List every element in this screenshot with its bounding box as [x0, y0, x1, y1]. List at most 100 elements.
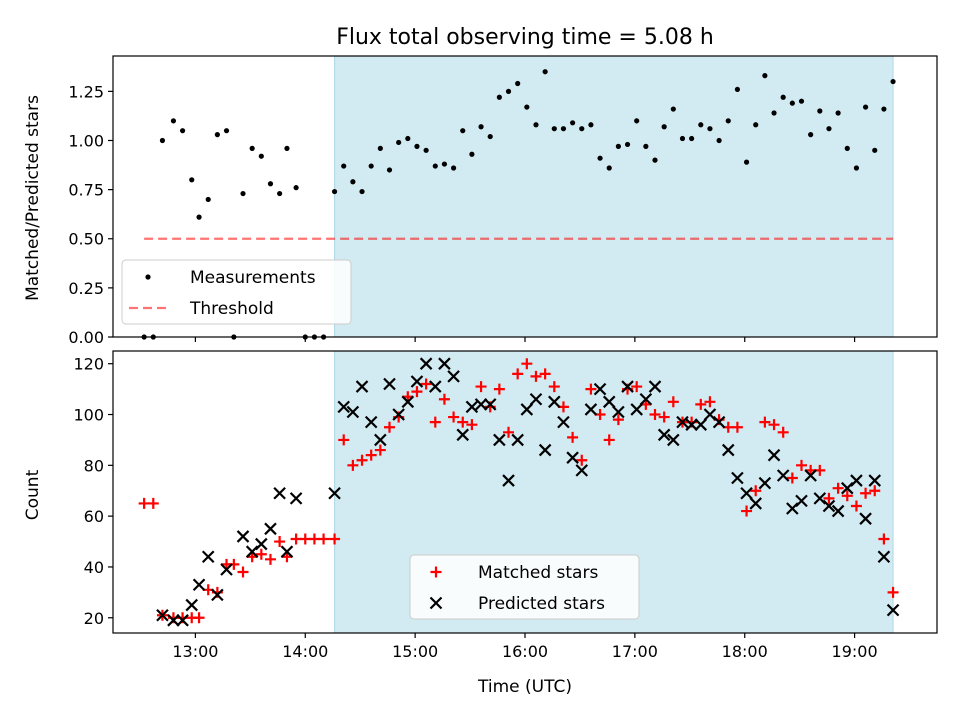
measurement-point	[560, 126, 567, 132]
matched-star-point	[329, 533, 341, 545]
matched-star-point	[741, 505, 753, 517]
measurement-point	[179, 128, 186, 134]
predicted-star-point	[859, 512, 872, 525]
predicted-star-point	[685, 418, 698, 431]
bottom-panel: 20 40 60 80 100 120 13:00 14:00 15:00 16:00 17:00 1…	[73, 350, 938, 661]
measurement-point	[469, 151, 475, 157]
x-tick-label: 18:00	[722, 642, 768, 661]
matched-star-point	[750, 485, 762, 497]
measurement-point	[890, 78, 896, 85]
predicted-star-point	[758, 476, 772, 490]
measurement-point	[170, 118, 177, 124]
measurement-point	[734, 86, 741, 93]
matched-star-point	[878, 533, 890, 545]
measurement-point	[284, 145, 290, 151]
predicted-star-point	[220, 563, 233, 576]
predicted-star-point	[667, 433, 680, 447]
predicted-star-point	[538, 443, 552, 457]
bottom-y-axis-label: Count	[23, 469, 43, 520]
predicted-star-point	[529, 392, 543, 406]
matched-star-point	[850, 500, 862, 512]
measurement-point	[249, 145, 255, 151]
predicted-star-point	[548, 395, 561, 409]
measurement-point	[533, 122, 539, 128]
x-tick-label: 16:00	[502, 642, 548, 661]
matched-star-point	[475, 381, 487, 393]
measurement-point	[698, 122, 704, 128]
predicted-star-point	[877, 550, 891, 564]
matched-star-point	[193, 612, 205, 624]
predicted-star-point	[795, 494, 808, 508]
matched-star-point	[374, 444, 386, 456]
matched-star-point	[731, 421, 743, 433]
predicted-star-point	[886, 603, 900, 617]
matched-star-point	[264, 553, 276, 565]
predicted-star-point	[721, 443, 735, 457]
matched-star-point	[356, 454, 368, 466]
matched-star-point	[466, 419, 478, 431]
matched-star-point	[548, 381, 560, 393]
predicted-star-point	[850, 474, 863, 487]
measurement-point	[496, 94, 502, 100]
predicted-star-point	[804, 469, 817, 482]
measurement-point	[350, 179, 356, 185]
measurement-point	[524, 104, 530, 110]
predicted-star-point	[192, 578, 206, 592]
measurement-point	[293, 185, 299, 191]
top-y-tick-label: 0.00	[68, 328, 104, 347]
measurement-point	[835, 110, 841, 116]
measurement-point	[267, 181, 274, 187]
matched-star-point	[503, 426, 515, 438]
x-axis-label: Time (UTC)	[477, 677, 572, 697]
measurement-point	[679, 135, 686, 142]
top-legend-box	[121, 259, 352, 325]
measurement-point	[817, 108, 823, 114]
top-y-tick-label: 0.50	[68, 230, 104, 249]
predicted-star-point	[584, 403, 598, 416]
matched-star-point	[777, 426, 789, 438]
top-series-measurements	[141, 69, 896, 340]
matched-star-point	[318, 533, 330, 545]
measurement-point	[789, 100, 795, 106]
matched-star-point	[704, 396, 716, 408]
matched-star-point	[823, 492, 835, 504]
top-observing-window	[334, 55, 894, 338]
predicted-star-point	[648, 380, 662, 393]
measurement-point	[478, 124, 484, 130]
matched-star-point	[841, 490, 853, 502]
predicted-star-point	[639, 392, 653, 406]
predicted-star-point	[156, 608, 169, 622]
measurement-point	[223, 128, 230, 134]
measurement-point	[196, 214, 202, 220]
measurement-point	[277, 190, 283, 197]
predicted-star-point	[630, 403, 643, 416]
measurement-point	[579, 126, 585, 132]
predicted-star-point	[201, 550, 215, 564]
measurement-point	[441, 161, 448, 167]
measurement-point	[240, 190, 246, 197]
measurement-point	[808, 132, 814, 138]
matched-star-point	[539, 368, 551, 380]
measurement-point	[853, 165, 860, 171]
predicted-star-point	[694, 418, 708, 431]
measurement-point	[661, 124, 667, 130]
measurement-point	[872, 147, 878, 153]
measurement-point	[331, 188, 338, 195]
predicted-star-point	[493, 433, 506, 447]
predicted-star-point	[740, 486, 753, 500]
legend-marker-swatch	[430, 566, 442, 578]
x-tick-label: 13:00	[172, 642, 218, 661]
predicted-star-point	[831, 504, 845, 518]
x-tick-label: 17:00	[612, 642, 658, 661]
legend-label: Measurements	[190, 268, 316, 288]
predicted-star-point	[211, 588, 224, 602]
top-y-tick-label: 1.00	[68, 131, 104, 150]
matched-star-point	[347, 459, 359, 471]
measurement-point	[689, 135, 695, 142]
measurement-point	[771, 110, 777, 116]
measurement-point	[725, 118, 731, 124]
bottom-legend-box	[409, 554, 640, 620]
measurement-point	[670, 106, 676, 112]
measurement-point	[341, 163, 347, 169]
predicted-star-point	[575, 464, 589, 477]
